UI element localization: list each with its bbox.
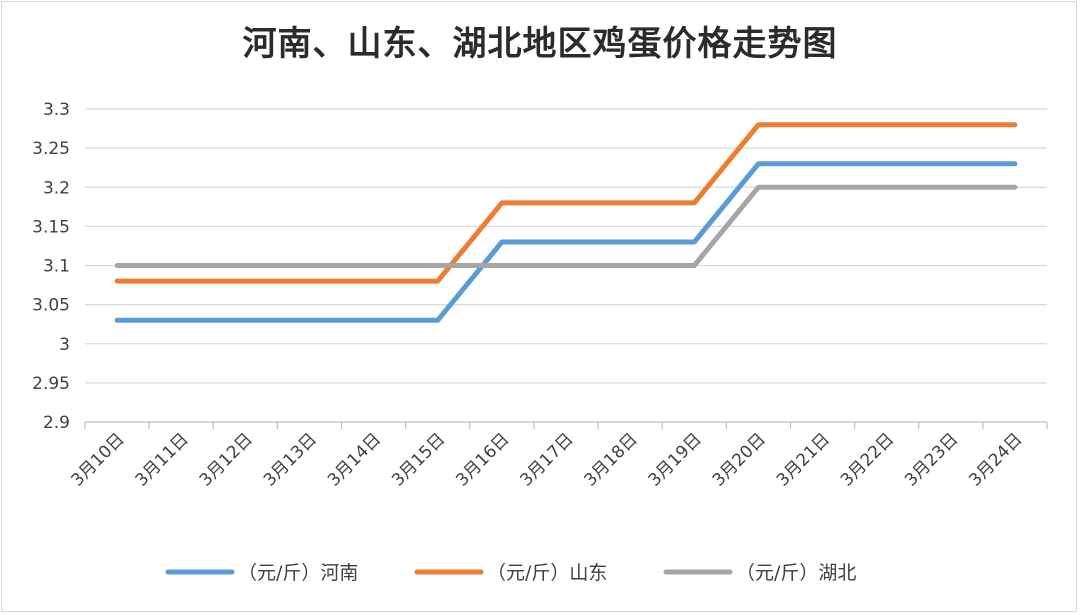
x-tick-label: 3月12日	[196, 429, 257, 490]
x-tick-label: 3月13日	[260, 429, 321, 490]
chart-title: 河南、山东、湖北地区鸡蛋价格走势图	[242, 24, 838, 64]
legend-label: （元/斤）湖北	[736, 562, 856, 584]
y-tick-label: 3.25	[32, 139, 70, 159]
y-tick-label: 2.95	[32, 374, 70, 394]
series-line-0	[114, 161, 1018, 323]
x-tick-label: 3月22日	[837, 429, 898, 490]
y-tick-label: 2.9	[43, 413, 70, 433]
legend-label: （元/斤）山东	[487, 562, 607, 584]
y-tick-label: 3	[59, 335, 70, 355]
y-tick-label: 3.3	[43, 100, 70, 120]
x-tick-label: 3月23日	[901, 429, 962, 490]
y-tick-label: 3.15	[32, 217, 70, 237]
x-tick-label: 3月15日	[388, 429, 449, 490]
x-tick-label: 3月21日	[773, 429, 834, 490]
series-line-1	[114, 122, 1018, 284]
x-tick-label: 3月18日	[581, 429, 642, 490]
x-tick-label: 3月24日	[965, 429, 1026, 490]
y-tick-label: 3.1	[43, 257, 70, 277]
y-tick-label: 3.05	[32, 296, 70, 316]
x-tick-label: 3月11日	[132, 429, 193, 490]
y-tick-label: 3.2	[43, 178, 70, 198]
x-tick-label: 3月14日	[324, 429, 385, 490]
x-tick-label: 3月20日	[709, 429, 770, 490]
x-tick-label: 3月17日	[516, 429, 577, 490]
legend-label: （元/斤）河南	[238, 562, 358, 584]
series-line-2	[114, 184, 1018, 268]
x-tick-label: 3月10日	[67, 429, 128, 490]
x-tick-label: 3月19日	[645, 429, 706, 490]
x-tick-label: 3月16日	[452, 429, 513, 490]
